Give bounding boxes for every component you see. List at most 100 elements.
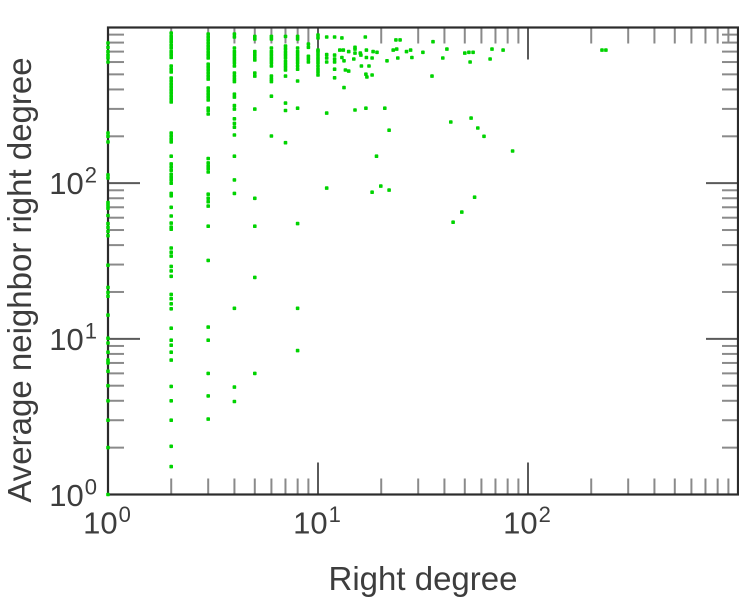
data-point [332, 76, 337, 80]
data-point [295, 306, 300, 311]
data-point [232, 385, 237, 389]
data-point [295, 58, 300, 62]
data-point [482, 134, 486, 139]
data-point [206, 86, 210, 90]
data-point [169, 49, 173, 54]
data-point [332, 35, 337, 39]
data-point [206, 56, 210, 60]
data-point [316, 73, 320, 77]
data-point [169, 250, 173, 254]
data-point [232, 133, 237, 137]
data-point [306, 45, 311, 50]
data-point [269, 64, 274, 68]
data-point [451, 220, 455, 224]
data-point [359, 53, 363, 57]
data-point [169, 137, 173, 141]
data-point [604, 48, 608, 52]
data-point [206, 92, 210, 96]
data-point [169, 100, 173, 104]
data-point [169, 246, 173, 250]
data-point [106, 173, 110, 177]
data-point [106, 60, 110, 64]
data-point [394, 38, 398, 42]
data-point [253, 49, 257, 54]
data-point [232, 52, 237, 57]
data-point [206, 65, 210, 69]
data-point [324, 56, 329, 60]
data-point [106, 233, 110, 238]
data-point [106, 294, 110, 298]
data-point [169, 94, 173, 98]
data-point [169, 88, 173, 92]
data-point [232, 107, 237, 111]
data-point [374, 154, 379, 158]
data-point [106, 45, 110, 50]
data-point [106, 336, 110, 340]
data-point [169, 254, 173, 258]
data-point [169, 76, 173, 80]
x-tick-exp: 0 [118, 502, 131, 527]
data-point [206, 417, 210, 421]
data-point [169, 418, 173, 422]
data-point [253, 52, 257, 57]
data-point [206, 50, 210, 55]
data-point [253, 58, 257, 62]
data-point [106, 350, 110, 354]
data-point [306, 42, 311, 46]
data-point [364, 106, 368, 110]
data-point [206, 170, 210, 174]
data-point [295, 79, 300, 83]
data-point [232, 103, 237, 108]
data-point [253, 74, 257, 78]
data-point [169, 274, 173, 279]
data-point [232, 121, 237, 126]
data-point [283, 53, 288, 57]
data-point [385, 59, 389, 63]
data-point [346, 69, 351, 73]
data-point [375, 50, 379, 55]
data-point [365, 75, 369, 79]
data-point [169, 464, 173, 469]
data-point [232, 92, 237, 96]
data-point [106, 445, 110, 450]
data-point [364, 48, 369, 52]
data-point [106, 361, 110, 365]
data-point [295, 64, 300, 68]
data-point [364, 72, 368, 76]
data-point [306, 54, 311, 59]
data-point [283, 44, 288, 48]
data-point [488, 57, 492, 61]
data-point [269, 52, 274, 57]
data-point [169, 214, 173, 218]
data-point [106, 213, 110, 218]
data-point [269, 58, 274, 62]
data-point [106, 290, 110, 295]
data-point [324, 52, 329, 57]
data-point [379, 184, 383, 188]
data-point [206, 38, 210, 42]
data-point [283, 34, 288, 39]
data-point [232, 61, 237, 65]
data-point [106, 369, 110, 373]
data-point [232, 32, 237, 36]
data-point [232, 154, 237, 158]
data-point [206, 47, 210, 51]
x-tick-label-1e2: 102 [503, 504, 551, 539]
data-point [106, 140, 110, 144]
data-point [206, 41, 210, 45]
data-point [106, 134, 110, 139]
data-point [408, 48, 413, 52]
data-point [206, 68, 210, 72]
data-point [232, 64, 237, 68]
data-point [398, 38, 402, 42]
data-point [342, 59, 346, 63]
data-point [169, 269, 173, 273]
data-point [364, 55, 369, 60]
data-point [283, 62, 288, 66]
data-point [283, 68, 288, 72]
data-point [106, 358, 110, 362]
data-point [467, 50, 471, 55]
data-point [206, 161, 210, 165]
data-point [269, 37, 274, 41]
data-point [410, 55, 414, 60]
